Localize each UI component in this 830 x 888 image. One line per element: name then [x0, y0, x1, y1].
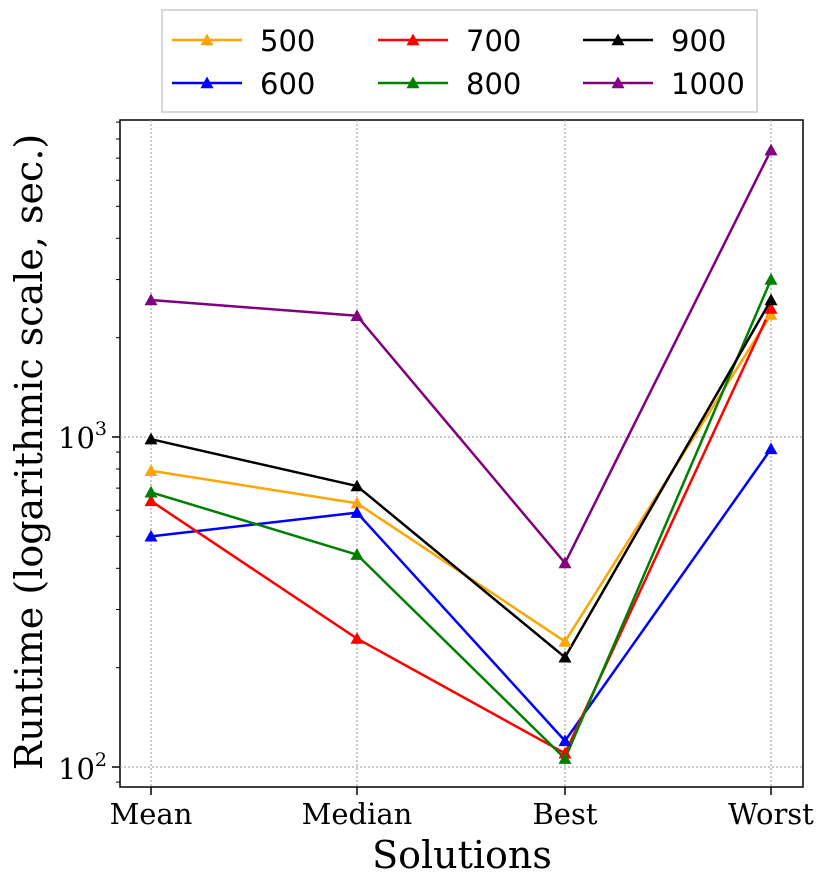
legend-label-800: 800 — [466, 67, 521, 101]
legend-frame — [161, 9, 758, 113]
x-tick-label-best: Best — [532, 797, 597, 831]
marker-900-mean — [144, 432, 158, 445]
x-tick-label-median: Median — [302, 797, 413, 831]
marker-900-worst — [764, 293, 778, 306]
y-tick-label-100: 102 — [58, 749, 107, 786]
series-line-800 — [150, 279, 773, 760]
legend-label-500: 500 — [260, 24, 315, 58]
marker-1000-best — [558, 556, 572, 569]
x-axis-title: Solutions — [372, 833, 552, 877]
legend-marker-500 — [200, 33, 214, 46]
marker-600-worst — [764, 442, 778, 455]
marker-900-best — [558, 650, 572, 663]
marker-1000-mean — [144, 293, 158, 306]
y-tick-labels: 102 103 — [58, 418, 107, 786]
legend-label-900: 900 — [671, 24, 726, 58]
marker-500-mean — [144, 464, 158, 476]
minor-ticks — [116, 121, 120, 783]
x-tick-labels: Mean Median Best Worst — [110, 797, 815, 831]
plot-area — [119, 119, 804, 788]
legend-marker-700 — [406, 33, 420, 46]
series-markers — [144, 143, 778, 764]
legend-items: 500 600 700 800 900 1000 — [172, 24, 745, 101]
legend-marker-900 — [611, 33, 625, 46]
legend-marker-1000 — [611, 76, 625, 89]
legend: 500 600 700 800 900 1000 — [161, 9, 758, 113]
marker-700-median — [350, 632, 364, 644]
legend-label-600: 600 — [260, 67, 315, 101]
series-line-700 — [150, 308, 773, 755]
marker-500-median — [350, 496, 364, 509]
marker-800-worst — [764, 273, 778, 285]
series-lines — [150, 149, 773, 760]
marker-900-median — [350, 479, 364, 492]
marker-800-best — [558, 752, 572, 764]
marker-1000-worst — [764, 143, 778, 156]
x-tick-label-worst: Worst — [728, 797, 814, 831]
legend-label-700: 700 — [466, 24, 521, 58]
marker-500-best — [558, 635, 572, 647]
series-line-1000 — [150, 149, 773, 565]
legend-marker-800 — [406, 76, 420, 89]
marker-800-mean — [144, 485, 158, 498]
series-line-900 — [150, 299, 773, 659]
marker-500-worst — [764, 308, 778, 320]
marker-800-median — [350, 548, 364, 560]
legend-marker-600 — [200, 76, 214, 89]
marker-600-mean — [144, 529, 158, 542]
marker-1000-median — [350, 309, 364, 321]
marker-600-best — [558, 734, 572, 747]
legend-label-1000: 1000 — [671, 67, 745, 101]
x-tick-label-mean: Mean — [110, 797, 193, 831]
marker-700-mean — [144, 494, 158, 507]
y-tick-label-1000: 103 — [58, 418, 107, 455]
y-axis-title: Runtime (logarithmic scale, sec.) — [7, 134, 51, 770]
marker-700-worst — [764, 302, 778, 314]
marker-600-median — [350, 506, 364, 518]
